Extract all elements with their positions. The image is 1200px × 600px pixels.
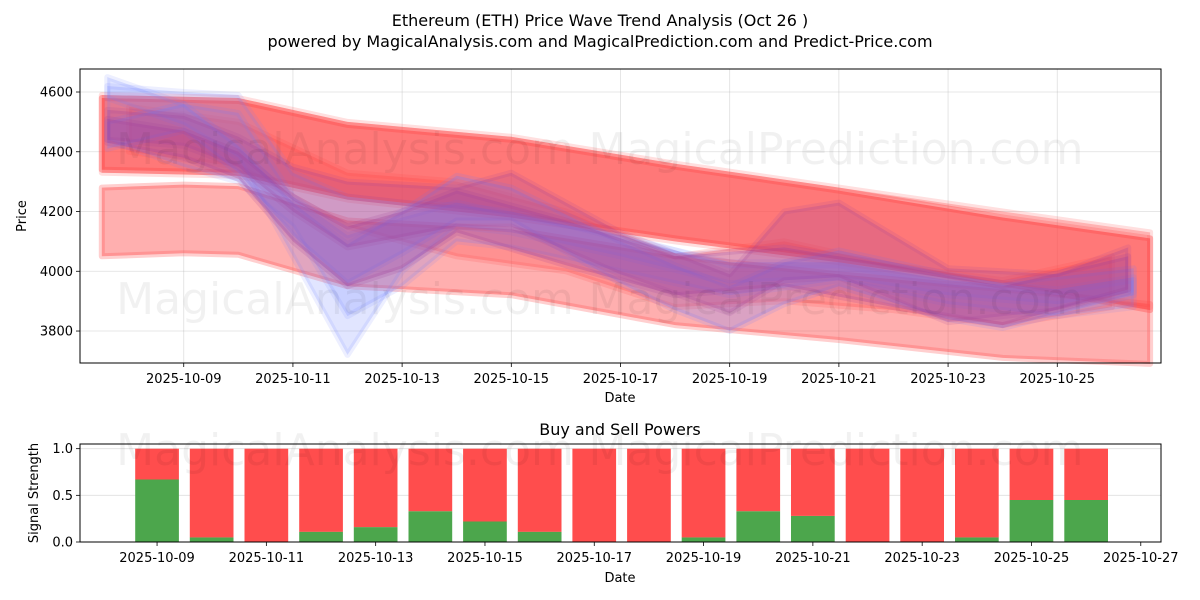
buy-bar — [955, 537, 999, 542]
buy-bar — [135, 479, 179, 542]
price-x-tick-label: 2025-10-23 — [910, 372, 986, 387]
sell-bar — [681, 448, 726, 538]
sell-bar — [189, 448, 234, 538]
signal-x-tick-label: 2025-10-13 — [338, 551, 414, 566]
buy-bar — [736, 511, 781, 542]
red-band-upper-trend-band — [98, 95, 1154, 314]
price-x-tick-label: 2025-10-21 — [801, 372, 877, 387]
sell-bar — [627, 448, 671, 542]
buy-bar — [353, 527, 398, 542]
price-y-label: Price — [15, 200, 30, 232]
sell-bar — [408, 448, 453, 512]
figure-title: Ethereum (ETH) Price Wave Trend Analysis… — [392, 11, 808, 30]
purple-band-mixed-wave-1 — [104, 106, 1132, 326]
price-x-tick-label: 2025-10-19 — [692, 372, 768, 387]
buy-bar — [681, 537, 726, 542]
sell-bar — [1064, 448, 1108, 500]
signal-x-tick-label: 2025-10-27 — [1103, 551, 1179, 566]
signal-chart: Buy and Sell Powers MagicalAnalysis.com … — [27, 420, 1179, 586]
price-y-tick-label: 4400 — [40, 145, 73, 160]
signal-bars — [135, 448, 1108, 542]
sell-bar — [900, 448, 944, 542]
signal-x-ticks: 2025-10-09 2025-10-11 2025-10-13 2025-10-15… — [119, 542, 1179, 566]
sell-bar — [791, 448, 835, 516]
signal-x-tick-label: 2025-10-23 — [884, 551, 960, 566]
signal-x-tick-label: 2025-10-11 — [229, 551, 305, 566]
sell-bar — [244, 448, 289, 542]
signal-y-tick-label: 0.5 — [52, 489, 73, 504]
signal-x-tick-label: 2025-10-17 — [556, 551, 632, 566]
sell-bar — [736, 448, 781, 512]
price-x-tick-label: 2025-10-17 — [583, 372, 659, 387]
price-x-tick-label: 2025-10-11 — [255, 372, 331, 387]
sell-bar — [517, 448, 562, 532]
buy-bar — [791, 515, 835, 542]
purple-band-mixed-wave-2 — [104, 115, 1132, 329]
blue-band-wave-path-3 — [104, 101, 1137, 334]
watermark-prediction-top: MagicalPrediction.com — [589, 124, 1084, 175]
price-bands — [98, 74, 1154, 367]
signal-x-tick-label: 2025-10-19 — [666, 551, 742, 566]
buy-bar — [299, 531, 343, 542]
price-x-ticks: 2025-10-09 2025-10-11 2025-10-13 2025-10-15… — [146, 363, 1095, 387]
signal-x-tick-label: 2025-10-15 — [447, 551, 523, 566]
sell-bar — [299, 448, 343, 532]
price-y-tick-label: 4000 — [40, 265, 73, 280]
buy-bar — [463, 521, 507, 542]
buy-bar — [1064, 500, 1108, 542]
sell-bar — [353, 448, 398, 528]
price-y-tick-label: 3800 — [40, 325, 73, 340]
blue-band-wave-path-2 — [104, 83, 1137, 320]
figure-subtitle: powered by MagicalAnalysis.com and Magic… — [267, 32, 932, 51]
watermark-prediction-bottom: MagicalPrediction.com — [589, 274, 1084, 325]
buy-bar — [1009, 500, 1054, 542]
buy-bar — [408, 511, 453, 542]
red-band-upper-trend-band-outer — [98, 92, 1154, 311]
sell-bar — [463, 448, 507, 522]
signal-x-tick-label: 2025-10-09 — [119, 551, 195, 566]
buy-bar — [517, 531, 562, 542]
signal-chart-title: Buy and Sell Powers — [539, 420, 701, 439]
price-x-tick-label: 2025-10-25 — [1019, 372, 1095, 387]
watermark-analysis-bottom: MagicalAnalysis.com — [116, 274, 574, 325]
sell-bar — [135, 448, 179, 480]
sell-bar — [1009, 448, 1054, 500]
sell-bar — [845, 448, 890, 542]
signal-x-tick-label: 2025-10-21 — [775, 551, 851, 566]
price-chart: MagicalAnalysis.com MagicalPrediction.co… — [15, 68, 1162, 406]
watermark-analysis-top: MagicalAnalysis.com — [116, 124, 574, 175]
price-y-ticks: 3800 4000 4200 4400 4600 — [40, 86, 80, 340]
buy-bar — [189, 537, 234, 542]
price-x-tick-label: 2025-10-13 — [364, 372, 440, 387]
price-x-tick-label: 2025-10-15 — [474, 372, 550, 387]
signal-x-label: Date — [604, 571, 635, 586]
red-band-middle-trend-band — [126, 103, 1115, 329]
red-band-lower-trend-band — [98, 181, 1154, 367]
watermark-prediction-signal: MagicalPrediction.com — [589, 425, 1084, 476]
signal-y-tick-label: 0.0 — [52, 536, 73, 551]
price-y-tick-label: 4600 — [40, 86, 73, 101]
signal-x-tick-label: 2025-10-25 — [994, 551, 1070, 566]
sell-bar — [955, 448, 999, 538]
blue-band-wave-path-1 — [104, 74, 1137, 358]
signal-y-label: Signal Strength — [27, 443, 42, 543]
watermark-analysis-signal: MagicalAnalysis.com — [116, 425, 574, 476]
sell-bar — [572, 448, 617, 542]
signal-axes-frame — [79, 443, 1162, 543]
signal-y-ticks: 0.0 0.5 1.0 — [52, 442, 80, 551]
price-y-tick-label: 4200 — [40, 205, 73, 220]
price-x-tick-label: 2025-10-09 — [146, 372, 222, 387]
price-x-label: Date — [604, 391, 635, 406]
signal-y-tick-label: 1.0 — [52, 442, 73, 457]
